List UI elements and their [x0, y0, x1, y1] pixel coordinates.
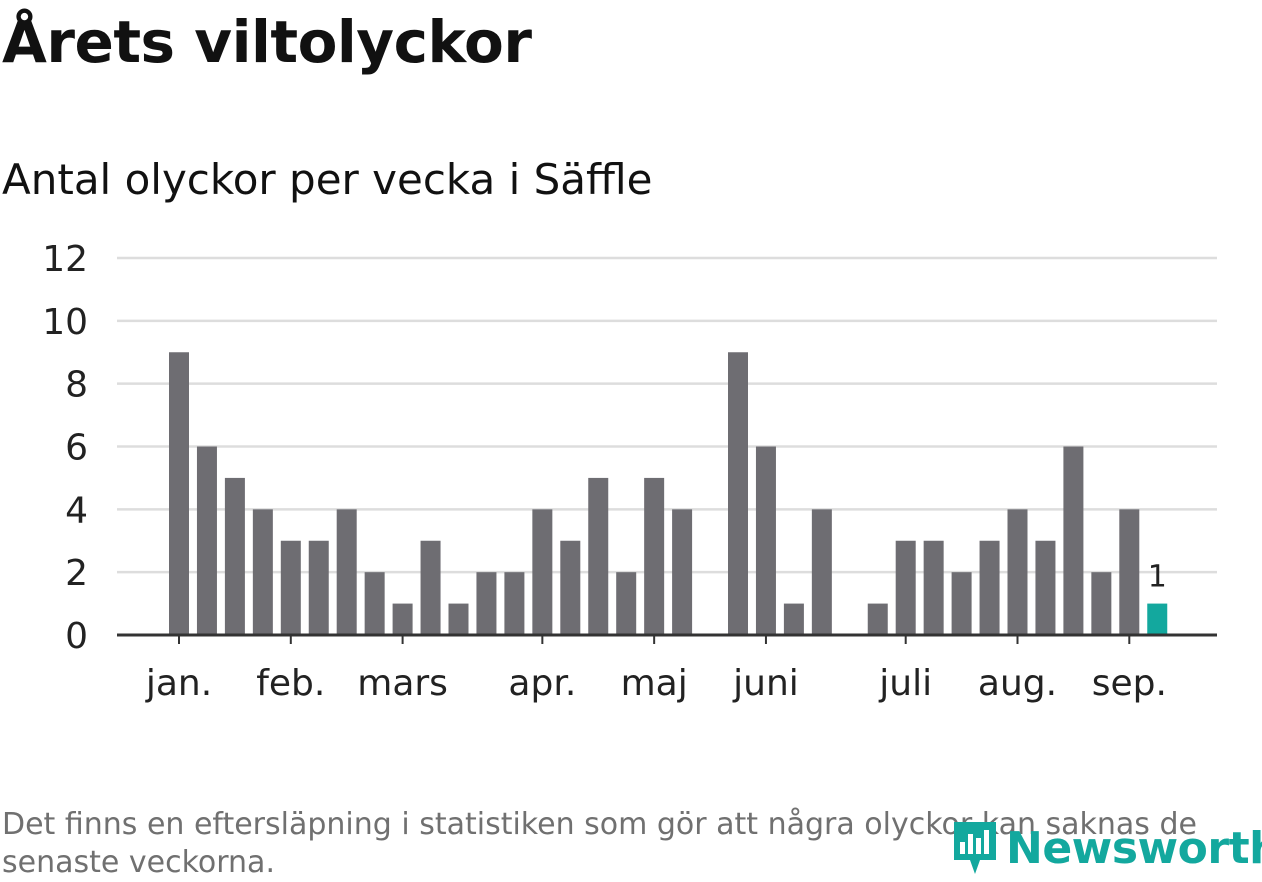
- footnote: Det finns en eftersläpning i statistiken…: [2, 807, 1197, 880]
- y-tick-label: 6: [65, 428, 88, 469]
- x-tick-label: jan.: [145, 663, 212, 704]
- y-tick-label: 4: [65, 490, 88, 531]
- bar: [364, 572, 385, 635]
- bar: [196, 446, 217, 635]
- chart-subtitle: Antal olyckor per vecka i Säffle: [2, 155, 653, 204]
- bar: [728, 352, 748, 635]
- bar: [169, 352, 189, 635]
- bar: [755, 446, 776, 635]
- grid-lines: [117, 256, 1217, 574]
- x-tick-label: apr.: [508, 663, 576, 704]
- labels: 0 2 4 6 8 10 12 1 jan. feb. mars apr. maj juni juli aug…: [42, 239, 1167, 704]
- bars: [169, 352, 1168, 635]
- bar: [448, 603, 469, 635]
- axes: [117, 633, 1217, 644]
- y-tick-label: 8: [65, 365, 88, 406]
- bar: [336, 509, 357, 635]
- x-tick-label: juni: [732, 663, 799, 704]
- bar: [588, 477, 609, 635]
- bar: [672, 509, 693, 635]
- newsworthy-logo: Newsworthy: [950, 818, 1262, 878]
- bar-highlight: [1147, 603, 1168, 635]
- bar: [923, 540, 944, 635]
- y-tick-label: 10: [42, 302, 88, 343]
- x-tick-label: feb.: [256, 663, 325, 704]
- bar: [644, 477, 665, 635]
- bar: [895, 540, 916, 635]
- x-tick-label: aug.: [978, 663, 1057, 704]
- bar: [1119, 509, 1140, 635]
- bar: [504, 572, 525, 635]
- y-tick-label: 0: [65, 616, 88, 657]
- bar: [867, 603, 888, 635]
- bar: [979, 540, 1000, 635]
- bar: [420, 540, 441, 635]
- bar: [476, 572, 497, 635]
- bar-chart-pin-icon: [954, 822, 996, 874]
- bar: [560, 540, 581, 635]
- bar: [1091, 572, 1112, 635]
- x-tick-label: juli: [878, 663, 932, 704]
- x-tick-label: mars: [357, 663, 448, 704]
- bar: [224, 477, 245, 635]
- bar: [1063, 446, 1084, 635]
- bar: [1007, 509, 1028, 635]
- x-tick-label: maj: [621, 663, 688, 704]
- x-tick-label: sep.: [1092, 663, 1167, 704]
- bar: [1035, 540, 1056, 635]
- bar: [811, 509, 832, 635]
- y-tick-label: 2: [65, 553, 88, 594]
- bar: [252, 509, 273, 635]
- data-label: 1: [1148, 560, 1167, 595]
- logo-text: Newsworthy: [1006, 822, 1262, 874]
- bar: [532, 509, 553, 635]
- chart-title: Årets viltolyckor: [2, 8, 532, 76]
- bar: [308, 540, 329, 635]
- bar: [392, 603, 413, 635]
- bar: [616, 572, 637, 635]
- bar: [280, 540, 301, 635]
- y-tick-label: 12: [42, 239, 88, 280]
- bar: [951, 572, 972, 635]
- bar: [783, 603, 804, 635]
